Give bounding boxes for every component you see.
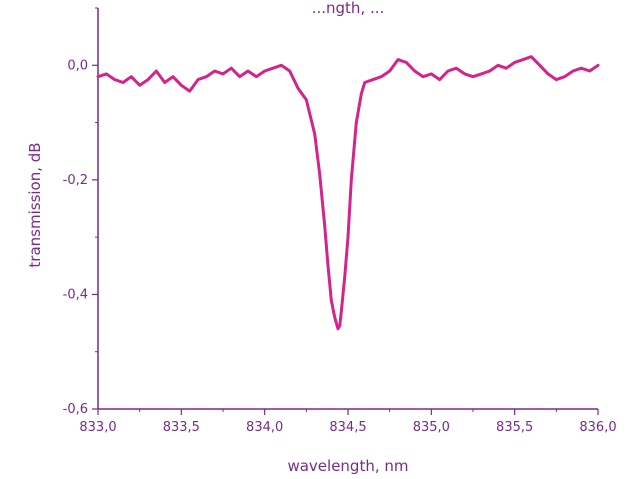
x-tick-label: 835,0 bbox=[413, 420, 450, 435]
y-tick-label: 0,0 bbox=[67, 58, 88, 73]
axes bbox=[97, 8, 598, 410]
x-tick-label: 836,0 bbox=[579, 420, 616, 435]
x-tick-label: 834,0 bbox=[246, 420, 283, 435]
y-axis-label: transmission, dB bbox=[26, 142, 44, 267]
ticks: 833,0 833,5 834,0 834,5 835,0 835,5 836,0 -0,6 -… bbox=[63, 7, 617, 435]
x-tick-label: 835,5 bbox=[496, 420, 533, 435]
x-tick-label: 833,0 bbox=[79, 420, 116, 435]
y-tick-label: -0,2 bbox=[63, 173, 88, 188]
title-fragment: ...ngth, ... bbox=[312, 0, 385, 17]
series-line-0 bbox=[96, 55, 600, 331]
x-tick-label: 833,5 bbox=[163, 420, 200, 435]
plot-area bbox=[96, 55, 600, 331]
y-tick-label: -0,4 bbox=[63, 287, 88, 302]
x-axis-label: wavelength, nm bbox=[287, 457, 408, 475]
x-tick-label: 834,5 bbox=[329, 420, 366, 435]
y-tick-label: -0,6 bbox=[63, 402, 88, 417]
